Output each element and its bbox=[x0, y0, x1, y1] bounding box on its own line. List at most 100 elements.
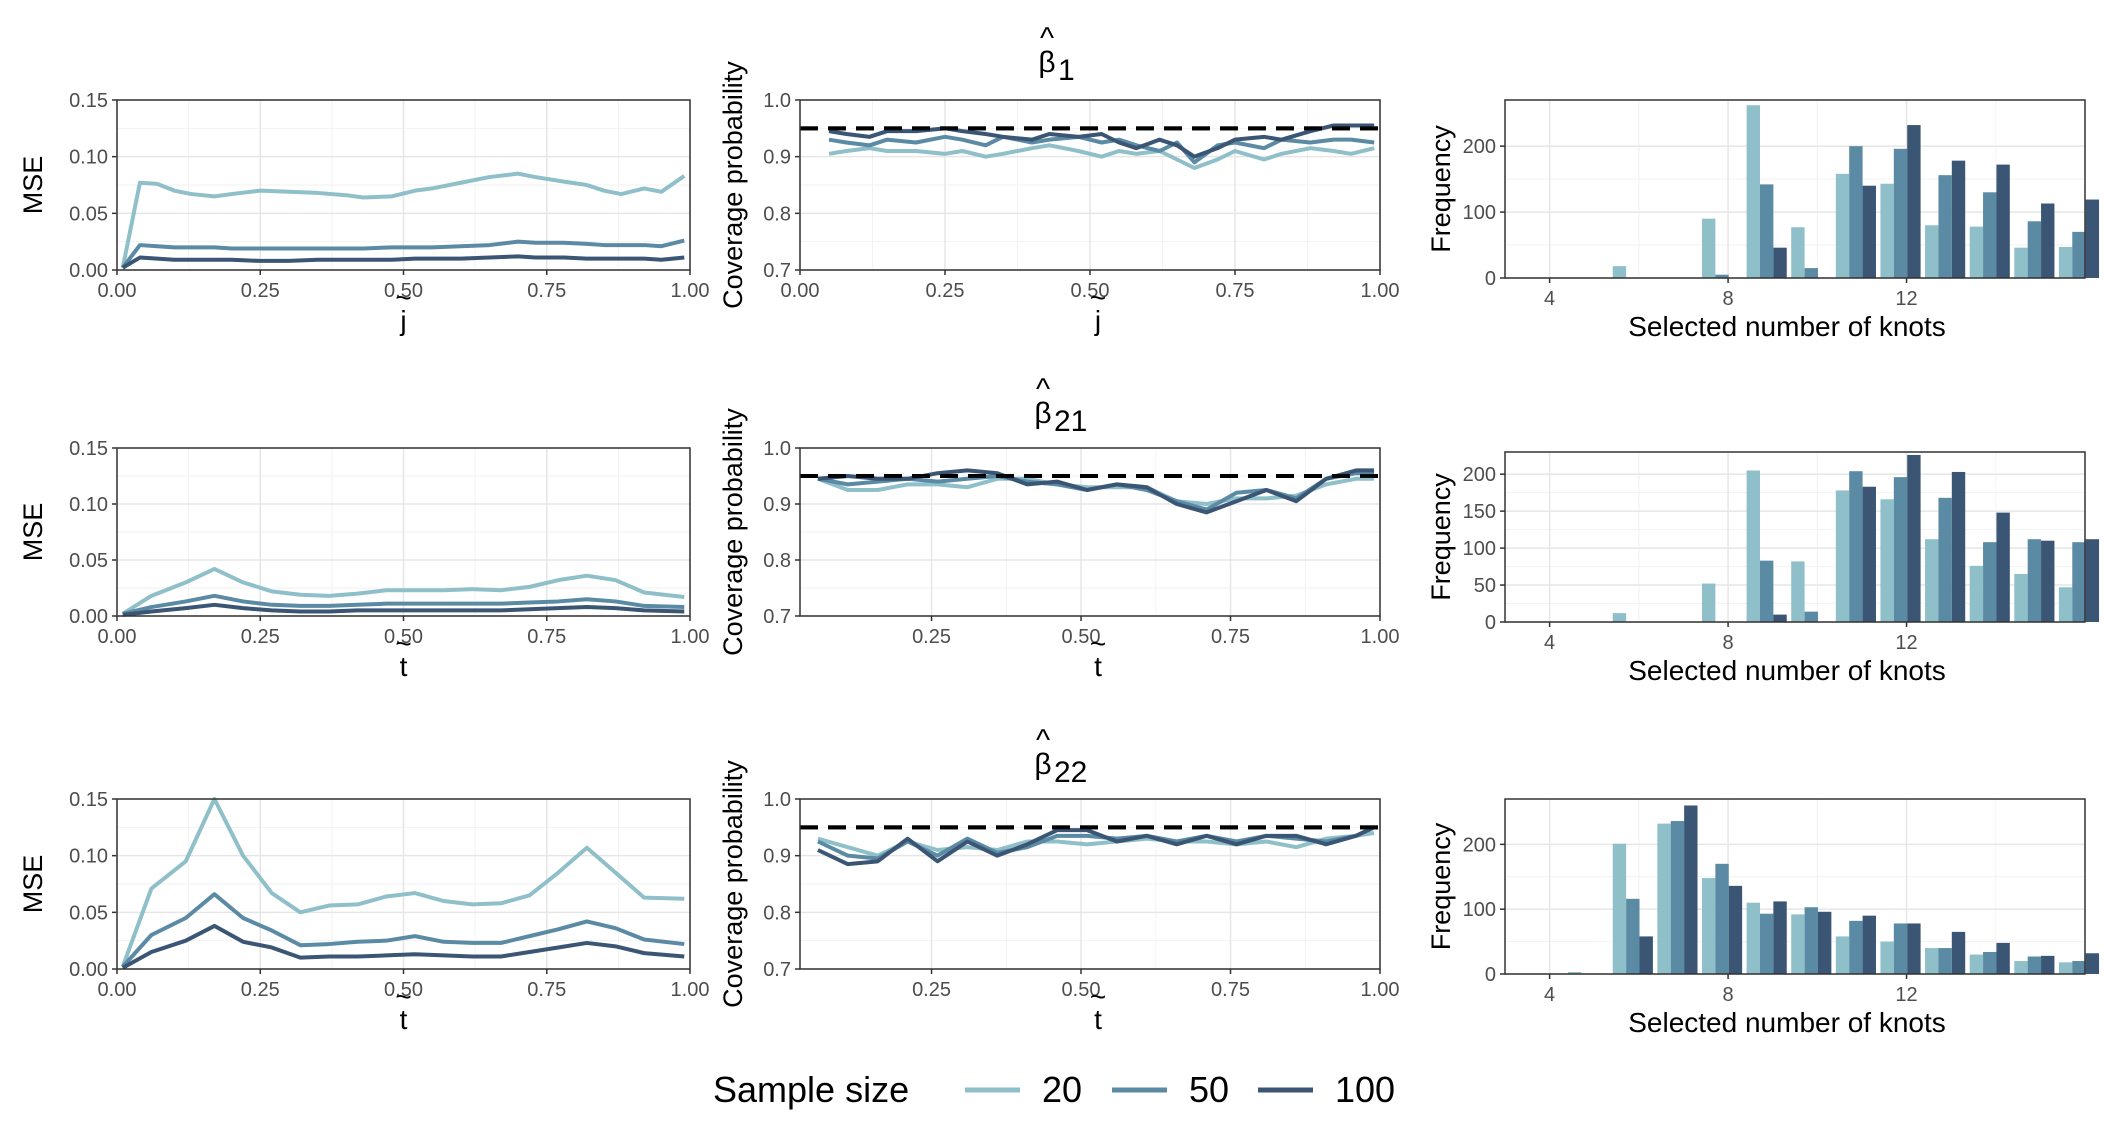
mse-21-xtick-label: 0.75 bbox=[527, 626, 566, 648]
mse-21-border bbox=[116, 447, 691, 617]
mse-1-xtick-label: 0.75 bbox=[527, 280, 566, 302]
cov-22: 0.7 0.8 0.9 1.0 0.25 0.50 0.75 1.00 Coverage pro… bbox=[718, 760, 1399, 1035]
cov-1-xlabel-var: j bbox=[1094, 305, 1101, 336]
freq-21-bar-100-14 bbox=[2041, 540, 2055, 622]
freq-21-ylabel: Frequency bbox=[1426, 473, 1456, 601]
row-1-title: ^ β 1 bbox=[1038, 22, 1074, 87]
cov-21-ytick-label: 1.0 bbox=[763, 438, 791, 460]
cov-22-ylabel: Coverage probability bbox=[718, 760, 748, 1008]
freq-21-bar-50-14 bbox=[2027, 539, 2042, 622]
cov-1-xtick-label: 0.75 bbox=[1216, 280, 1255, 302]
freq-1-bar-50-7 bbox=[1715, 274, 1729, 278]
cov-1-ytick-label: 1.0 bbox=[763, 90, 791, 112]
mse-22-series-100 bbox=[121, 923, 685, 970]
freq-22-bar-50-9 bbox=[1804, 907, 1818, 974]
freq-21-ytick-label: 50 bbox=[1474, 575, 1496, 597]
mse-1-series-20 bbox=[120, 171, 686, 269]
mse-1-xtick-label: 0.00 bbox=[98, 280, 137, 302]
freq-1-bar-50-12 bbox=[1938, 175, 1952, 278]
freq-22-bar-50-10 bbox=[1849, 920, 1863, 974]
mse-1-ytick-label: 0.10 bbox=[69, 147, 108, 169]
freq-1-bar-20-8 bbox=[1746, 105, 1760, 278]
freq-21-bar-100-11 bbox=[1907, 454, 1921, 622]
freq-21-bar-100-15 bbox=[2085, 539, 2100, 622]
cov-22-ytick-label: 0.9 bbox=[763, 846, 791, 868]
freq-1-bar-20-9 bbox=[1791, 227, 1805, 278]
freq-22-bar-20-9 bbox=[1791, 914, 1805, 974]
freq-22-border bbox=[1504, 798, 2086, 975]
row-3-title-sub: 22 bbox=[1054, 756, 1087, 789]
cov-1-xlabel-tilde: ~ bbox=[1090, 282, 1106, 313]
mse-1-xlabel-var: j bbox=[399, 305, 406, 336]
freq-21-bar-20-7 bbox=[1701, 583, 1716, 622]
freq-21-bar-50-11 bbox=[1893, 477, 1908, 622]
cov-1-ytick-label: 0.9 bbox=[763, 147, 791, 169]
cov-1-series-20 bbox=[828, 143, 1375, 170]
freq-1-ytick-label: 200 bbox=[1463, 136, 1496, 158]
cov-1-ylabel: Coverage probability bbox=[718, 61, 748, 309]
freq-22-ytick-label: 0 bbox=[1485, 964, 1496, 986]
freq-22-bar-20-5 bbox=[1612, 843, 1627, 974]
freq-1-bar-20-7 bbox=[1701, 218, 1716, 278]
freq-22-bar-20-12 bbox=[1925, 948, 1939, 974]
freq-1-bar-20-14 bbox=[2014, 247, 2028, 278]
cov-22-xtick-label: 0.75 bbox=[1211, 979, 1250, 1001]
mse-1-ytick-label: 0.05 bbox=[69, 203, 108, 225]
legend-title: Sample size bbox=[713, 1069, 909, 1110]
row-1-title-sub: 1 bbox=[1058, 54, 1075, 87]
freq-22-bar-20-8 bbox=[1746, 902, 1760, 974]
freq-1-xtick-label: 12 bbox=[1895, 288, 1917, 310]
mse-21-series-50 bbox=[122, 593, 685, 616]
cov-21: 0.7 0.8 0.9 1.0 0.25 0.50 0.75 1.00 Coverage pro… bbox=[718, 408, 1399, 682]
freq-21-xtick-label: 12 bbox=[1895, 632, 1917, 654]
freq-1-bar-100-14 bbox=[2041, 203, 2055, 278]
freq-21-bar-20-15 bbox=[2058, 587, 2073, 622]
row-3: ^ β 22 bbox=[1034, 724, 1087, 789]
row-3-title-hat: ^ bbox=[1036, 724, 1050, 757]
row-2-title: ^ β 21 bbox=[1034, 373, 1087, 438]
mse-1: 0.00 0.05 0.10 0.15 0.00 0.25 0.50 0.75 1.00 MSE j… bbox=[18, 90, 709, 336]
panels: 0.000.050.100.150.00 0.25 0.50 0.75 1.00MSEj… bbox=[18, 61, 2100, 1038]
freq-22-bar-50-12 bbox=[1938, 948, 1952, 974]
freq-21: 0 50 100 150 200 4 8 12 Frequency Selected number… bbox=[1426, 451, 2100, 686]
cov-21-xtick-label: 0.50 bbox=[1062, 626, 1101, 648]
freq-21-bar-50-10 bbox=[1849, 471, 1863, 622]
mse-22-ytick-label: 0.00 bbox=[69, 959, 108, 981]
freq-1: 0 100 200 4 8 12 Frequency Selected number of k… bbox=[1426, 99, 2100, 342]
cov-1-ytick-label: 0.8 bbox=[763, 203, 791, 225]
mse-22-series-20 bbox=[120, 797, 685, 968]
mse-1-xtick-label: 0.25 bbox=[241, 280, 280, 302]
freq-21-xtick-label: 8 bbox=[1723, 632, 1734, 654]
freq-21-bar-20-13 bbox=[1969, 565, 1984, 622]
freq-1-bar-100-11 bbox=[1907, 125, 1921, 278]
freq-21-bar-100-13 bbox=[1996, 512, 2010, 622]
freq-22-bar-20-10 bbox=[1835, 936, 1850, 974]
freq-22-bar-20-14 bbox=[2014, 961, 2028, 974]
freq-1-border bbox=[1504, 99, 2086, 279]
freq-22-bar-20-13 bbox=[1969, 954, 1984, 974]
freq-21-bar-20-12 bbox=[1925, 539, 1939, 622]
row-3-title: ^ β 22 bbox=[1034, 724, 1087, 789]
mse-21-xlabel-var: t bbox=[400, 651, 408, 682]
row-2-title-beta: β bbox=[1034, 397, 1051, 430]
legend-label-20: 20 bbox=[1042, 1069, 1082, 1110]
cov-22-ytick-label: 0.7 bbox=[763, 959, 791, 981]
mse-22: 0.00 0.05 0.10 0.15 0.00 0.25 0.50 0.75 1.00 MSE t… bbox=[18, 789, 709, 1035]
cov-22-xlabel-tilde: ~ bbox=[1090, 981, 1106, 1012]
mse-1-xlabel-tilde: ~ bbox=[395, 282, 411, 313]
freq-22-bar-100-15 bbox=[2085, 953, 2100, 974]
cov-1-series-100 bbox=[828, 123, 1375, 159]
freq-1-bar-100-13 bbox=[1996, 164, 2010, 278]
freq-1-ytick-label: 0 bbox=[1485, 268, 1496, 290]
freq-22-bar-20-7 bbox=[1701, 878, 1716, 974]
freq-22-bar-100-11 bbox=[1907, 923, 1921, 974]
mse-21-xlabel-tilde: ~ bbox=[395, 628, 411, 659]
freq-21-bar-20-9 bbox=[1791, 561, 1805, 622]
mse-21-ytick-label: 0.10 bbox=[69, 494, 108, 516]
freq-21-bar-50-12 bbox=[1938, 497, 1952, 622]
freq-1-xtick-label: 4 bbox=[1544, 288, 1555, 310]
freq-22-ytick-label: 100 bbox=[1463, 899, 1496, 921]
freq-21-bar-100-12 bbox=[1951, 471, 1966, 622]
freq-21-ytick-label: 0 bbox=[1485, 612, 1496, 634]
freq-1-xlabel: Selected number of knots bbox=[1628, 311, 1946, 342]
